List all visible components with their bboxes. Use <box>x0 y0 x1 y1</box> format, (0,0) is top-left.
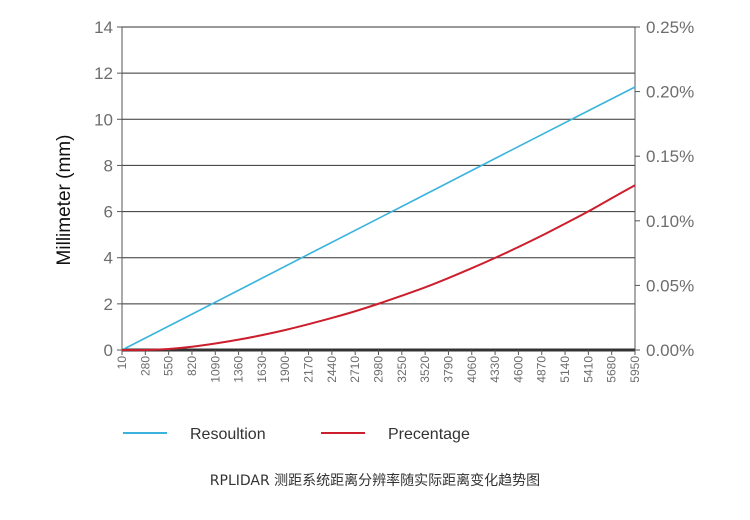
legend: Resoultion Precentage <box>123 426 470 443</box>
x-tick-label: 5680 <box>605 356 619 383</box>
x-tick-label: 550 <box>162 356 176 376</box>
legend-label: Resoultion <box>190 426 266 443</box>
x-tick-label: 2710 <box>348 356 362 383</box>
x-tick-label: 4870 <box>535 356 549 383</box>
x-tick-label: 1630 <box>255 356 269 383</box>
x-tick-label: 280 <box>138 356 152 376</box>
x-tick-label: 5140 <box>558 356 572 383</box>
right-y-ticks: 0.00% 0.05% 0.10% 0.15% 0.20% 0.25% <box>635 18 694 360</box>
series-line-precentage <box>121 184 636 352</box>
x-tick-label: 10 <box>115 356 129 370</box>
y-axis-label: Millimeter (mm) <box>54 135 75 266</box>
left-tick-label: 10 <box>94 110 113 129</box>
left-tick-label: 12 <box>94 64 113 83</box>
x-tick-label: 1900 <box>278 356 292 383</box>
legend-label: Precentage <box>388 426 470 443</box>
left-tick-label: 14 <box>94 18 113 37</box>
axes <box>121 27 636 352</box>
left-y-ticks: 0 2 4 6 8 10 12 14 <box>94 18 122 360</box>
left-tick-label: 4 <box>104 249 113 268</box>
x-tick-label: 1360 <box>232 356 246 383</box>
x-tick-label: 2440 <box>325 356 339 383</box>
x-ticks: 10 280 550 820 1090 1360 1630 1900 2170 2440 2710 2… <box>115 350 642 383</box>
x-tick-label: 2980 <box>372 356 386 383</box>
gridlines <box>122 26 635 305</box>
x-tick-label: 820 <box>185 356 199 376</box>
x-tick-label: 3250 <box>395 356 409 383</box>
x-tick-label: 4330 <box>488 356 502 383</box>
series-line-resoultion <box>121 86 636 351</box>
series-lines <box>121 86 636 352</box>
x-tick-label: 3520 <box>418 356 432 383</box>
right-tick-label: 0.05% <box>646 276 694 295</box>
x-tick-label: 4600 <box>511 356 525 383</box>
right-tick-label: 0.25% <box>646 18 694 37</box>
right-tick-label: 0.10% <box>646 212 694 231</box>
x-tick-label: 5950 <box>628 356 642 383</box>
right-tick-label: 0.00% <box>646 341 694 360</box>
left-tick-label: 8 <box>104 156 113 175</box>
left-tick-label: 6 <box>104 203 113 222</box>
x-tick-label: 4060 <box>465 356 479 383</box>
x-tick-label: 5410 <box>581 356 595 383</box>
chart-caption: RPLIDAR 测距系统距离分辨率随实际距离变化趋势图 <box>209 473 541 489</box>
right-tick-label: 0.20% <box>646 83 694 102</box>
x-tick-label: 1090 <box>208 356 222 383</box>
left-tick-label: 2 <box>104 295 113 314</box>
right-tick-label: 0.15% <box>646 147 694 166</box>
x-tick-label: 3790 <box>441 356 455 383</box>
left-tick-label: 0 <box>104 341 113 360</box>
x-tick-label: 2170 <box>302 356 316 383</box>
